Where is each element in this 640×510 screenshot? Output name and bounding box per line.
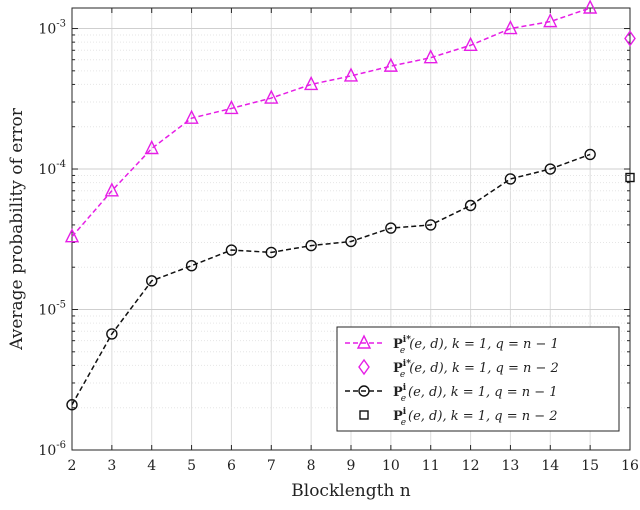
data-point xyxy=(504,173,517,185)
x-axis-label: Blocklength n xyxy=(291,481,410,501)
legend-label: Pi* e (e, d), k = 1, q = n − 2 xyxy=(393,359,559,380)
data-point xyxy=(464,199,477,212)
data-point xyxy=(425,219,437,231)
x-tick-label: 7 xyxy=(267,458,276,474)
series-line xyxy=(71,7,591,238)
legend-label: Pi* e (e, d), k = 1, q = n − 1 xyxy=(393,335,559,356)
x-tick-label: 12 xyxy=(462,458,480,474)
x-tick-label: 6 xyxy=(227,458,236,474)
data-point xyxy=(225,244,238,256)
x-tick-label: 3 xyxy=(107,458,116,474)
data-point xyxy=(385,222,397,234)
data-point xyxy=(343,67,359,82)
legend-label: Pi e (e, d), k = 1, q = n − 2 xyxy=(393,407,558,428)
axis-ticks: 2 3 4 5 6 7 8 9 10 11 12 13 14 15 16 10-6 10-5 10-4 10-3 xyxy=(38,8,639,474)
x-tick-label: 16 xyxy=(621,458,639,474)
data-point xyxy=(583,0,598,14)
x-tick-label: 11 xyxy=(422,458,440,474)
data-point xyxy=(463,36,478,51)
y-tick-label: 10-3 xyxy=(38,19,66,38)
data-point xyxy=(503,19,518,35)
data-point xyxy=(106,328,118,340)
data-point xyxy=(265,246,277,259)
x-tick-label: 15 xyxy=(581,458,599,474)
series-2 xyxy=(66,148,596,411)
legend: Pi* e (e, d), k = 1, q = n − 1 Pi* e (e, d), … xyxy=(336,326,620,432)
data-point xyxy=(224,99,239,115)
data-point xyxy=(264,89,279,104)
data-point xyxy=(383,57,398,72)
y-tick-label: 10-6 xyxy=(38,440,66,459)
data-point xyxy=(543,13,558,28)
y-tick-label: 10-4 xyxy=(38,159,66,178)
y-tick-label: 10-5 xyxy=(38,300,66,319)
y-axis-label: Average probability of error xyxy=(7,107,27,351)
x-tick-label: 8 xyxy=(307,458,316,474)
legend-label: Pi e (e, d), k = 1, q = n − 1 xyxy=(393,383,558,404)
data-point xyxy=(345,235,357,248)
series-0 xyxy=(64,0,598,243)
legend-entry: Pi e (e, d), k = 1, q = n − 1 xyxy=(345,383,558,404)
data-point xyxy=(625,172,635,183)
data-point xyxy=(185,260,198,272)
x-tick-label: 9 xyxy=(347,458,356,474)
series-1 xyxy=(624,30,636,47)
data-point xyxy=(544,163,556,175)
series-line xyxy=(71,153,591,406)
series-3 xyxy=(625,172,635,183)
legend-entry: Pi* e (e, d), k = 1, q = n − 1 xyxy=(345,334,559,356)
legend-entry: Pi* e (e, d), k = 1, q = n − 2 xyxy=(358,358,559,380)
legend-box xyxy=(336,326,620,432)
legend-marker xyxy=(358,358,370,376)
x-tick-label: 14 xyxy=(541,458,559,474)
data-point xyxy=(66,399,78,411)
data-point xyxy=(146,275,158,287)
data-point xyxy=(624,30,636,47)
data-point xyxy=(584,148,596,161)
x-tick-label: 13 xyxy=(502,458,520,474)
data-point xyxy=(304,75,319,91)
data-point xyxy=(305,239,317,252)
legend-marker xyxy=(358,385,370,397)
x-tick-label: 4 xyxy=(147,458,156,474)
data-point xyxy=(423,49,438,64)
x-tick-label: 5 xyxy=(187,458,196,474)
data-point xyxy=(184,109,199,124)
legend-entry: Pi e (e, d), k = 1, q = n − 2 xyxy=(359,407,558,428)
legend-marker xyxy=(359,410,369,420)
legend-marker xyxy=(356,334,372,349)
x-tick-label: 2 xyxy=(68,458,77,474)
data-point xyxy=(144,139,159,155)
data-point xyxy=(64,228,80,243)
data-point xyxy=(104,182,119,197)
series xyxy=(64,0,636,411)
x-tick-label: 10 xyxy=(382,458,400,474)
